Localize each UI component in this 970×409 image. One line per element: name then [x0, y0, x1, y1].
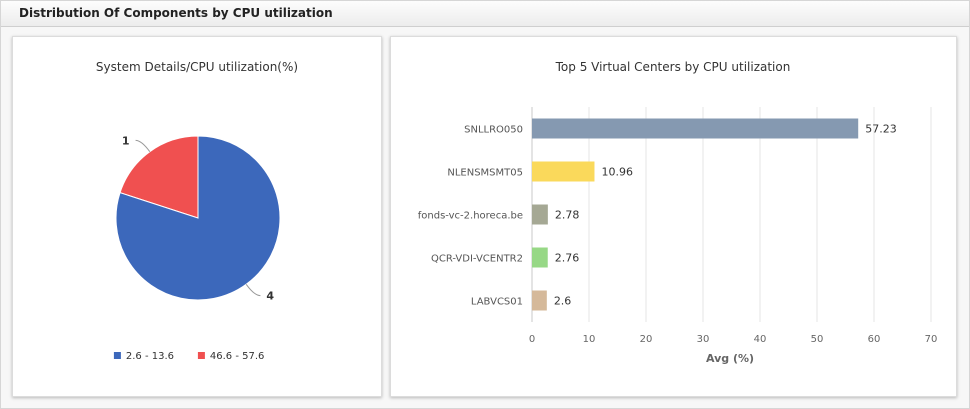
pie-chart-title: System Details/CPU utilization(%) [96, 60, 298, 74]
x-tick-label: 40 [754, 334, 767, 345]
bar-2[interactable] [532, 204, 548, 225]
pie-chart: System Details/CPU utilization(%) 1 4 2.6… [96, 60, 298, 362]
category-label: fonds-vc-2.horeca.be [418, 211, 523, 222]
bar-chart-card: Top 5 Virtual Centers by CPU utilization… [390, 36, 957, 397]
x-tick-label: 60 [868, 334, 881, 345]
pie-leader-line [135, 139, 151, 152]
bar-value-label: 57.23 [865, 123, 897, 136]
x-tick-label: 50 [811, 334, 824, 345]
bar-value-label: 2.6 [554, 295, 572, 308]
category-label: NLENSMSMT05 [447, 168, 523, 179]
bar-value-label: 10.96 [601, 166, 633, 179]
pie-leader-line [245, 284, 261, 297]
legend-label: 2.6 - 13.6 [126, 351, 174, 362]
bar-chart-title: Top 5 Virtual Centers by CPU utilization [555, 60, 791, 74]
legend-label: 46.6 - 57.6 [210, 351, 265, 362]
pie-slice-label: 4 [266, 290, 274, 303]
bar-value-label: 2.78 [555, 209, 580, 222]
bar-0[interactable] [532, 118, 859, 139]
bar-3[interactable] [532, 247, 548, 268]
pie-slice-label: 1 [122, 134, 130, 147]
bar-1[interactable] [532, 161, 595, 182]
panel-header: Distribution Of Components by CPU utiliz… [1, 1, 969, 27]
legend-swatch [113, 352, 121, 359]
panel-title: Distribution Of Components by CPU utiliz… [19, 6, 333, 20]
x-axis-label: Avg (%) [706, 352, 754, 365]
bar-value-label: 2.76 [555, 252, 580, 265]
x-tick-label: 10 [583, 334, 596, 345]
legend-item[interactable]: 2.6 - 13.6 [113, 351, 174, 362]
x-tick-label: 30 [697, 334, 710, 345]
bar-4[interactable] [532, 290, 547, 311]
x-tick-label: 20 [640, 334, 653, 345]
legend-item[interactable]: 46.6 - 57.6 [197, 351, 265, 362]
bar-chart: Top 5 Virtual Centers by CPU utilization… [418, 60, 938, 365]
category-label: QCR-VDI-VCENTR2 [431, 254, 523, 265]
x-tick-label: 70 [925, 334, 938, 345]
legend-swatch [197, 352, 205, 359]
category-label: SNLLRO050 [464, 125, 523, 136]
category-label: LABVCS01 [471, 297, 523, 308]
pie-slice-4[interactable] [115, 135, 281, 301]
x-tick-label: 0 [529, 334, 535, 345]
pie-chart-card: System Details/CPU utilization(%) 1 4 2.6… [12, 36, 382, 397]
